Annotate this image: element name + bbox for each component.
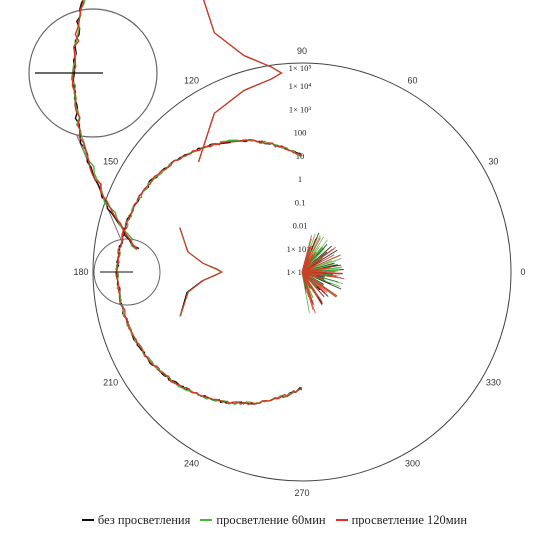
radial-tick-label: 1× 10⁻⁴	[286, 267, 313, 277]
series-spikes	[301, 235, 345, 314]
radial-tick-label: 100	[294, 128, 307, 138]
legend-item-clearing-120: просветление 120мин	[335, 512, 468, 528]
radial-tick-label: 1× 10⁴	[289, 81, 312, 91]
angle-tick-label: 150	[103, 157, 118, 167]
angle-tick-label: 210	[103, 378, 118, 388]
radial-tick-label: 1× 10⁻³	[287, 244, 314, 254]
inset-zoom	[28, 0, 283, 306]
series-lobe	[179, 227, 223, 317]
angle-tick-label: 300	[405, 458, 420, 468]
series-line	[115, 139, 303, 406]
legend-item-clearing-60: просветление 60мин	[200, 512, 326, 528]
series-line	[115, 139, 303, 405]
series-line	[115, 138, 303, 406]
angle-tick-label: 30	[488, 157, 498, 167]
radial-tick-label: 0.1	[295, 197, 306, 207]
legend-swatch-green	[200, 519, 213, 521]
series-3	[115, 139, 345, 406]
angle-tick-label: 60	[407, 76, 417, 86]
series-group	[115, 138, 345, 406]
legend-item-no-clearing: без просветления	[81, 512, 191, 528]
angle-tick-label: 180	[73, 267, 88, 277]
radial-tick-label: 1× 10⁵	[289, 63, 312, 73]
plot-frame-circle	[92, 62, 512, 482]
angle-tick-label: 240	[184, 458, 199, 468]
legend: без просветления просветление 60мин прос…	[0, 510, 549, 530]
radial-tick-label: 1	[298, 174, 302, 184]
inset-series-group	[35, 0, 283, 251]
zoom-region-circle	[93, 238, 161, 306]
series-lobe	[179, 227, 223, 317]
angle-tick-label: 120	[184, 76, 199, 86]
angle-labels: 0 30 60 90 120 150 180 210 240 270 300 330	[73, 46, 525, 498]
angle-tick-label: 90	[297, 46, 307, 56]
series-lobe	[179, 227, 224, 317]
legend-label: без просветления	[97, 512, 191, 527]
angle-tick-label: 0	[520, 267, 525, 277]
inset-series-lobe	[197, 0, 283, 163]
legend-label: просветление 60мин	[216, 512, 326, 527]
legend-swatch-red	[335, 519, 348, 521]
angle-tick-label: 270	[294, 488, 309, 498]
radial-tick-label: 1× 10³	[289, 104, 312, 114]
legend-swatch-black	[81, 519, 94, 521]
legend-label: просветление 120мин	[351, 512, 468, 527]
radial-tick-label: 0.01	[293, 221, 308, 231]
angle-tick-label: 330	[486, 378, 501, 388]
